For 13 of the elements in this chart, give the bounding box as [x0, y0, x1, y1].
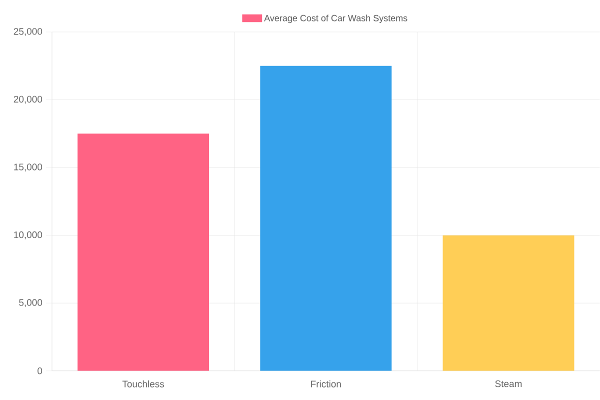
- x-tick-label: Touchless: [122, 380, 164, 388]
- y-tick-label: 0: [38, 368, 42, 374]
- y-tick-label: 20,000: [14, 96, 42, 104]
- y-tick-label: 15,000: [14, 164, 42, 172]
- bar: [260, 66, 392, 371]
- y-tick-label: 10,000: [14, 231, 42, 240]
- x-tick-label: Friction: [311, 380, 341, 388]
- y-tick-label: 25,000: [14, 28, 42, 36]
- x-tick-label: Steam: [495, 380, 522, 388]
- bar: [78, 134, 210, 371]
- legend-label: Average Cost of Car Wash Systems: [264, 14, 408, 24]
- bar: [442, 235, 574, 371]
- y-tick-label: 5,000: [19, 299, 42, 308]
